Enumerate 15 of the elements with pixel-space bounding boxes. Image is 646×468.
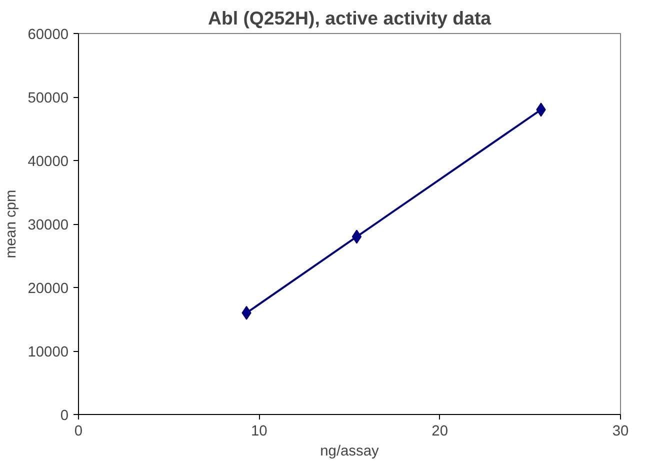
y-tick-label: 60000 [28,27,69,43]
y-tick-label: 10000 [28,344,69,360]
x-tick-label: 30 [612,424,629,440]
y-tick-label: 40000 [28,154,69,170]
x-tick-label: 20 [432,424,448,440]
y-tick-label: 30000 [28,218,69,234]
y-tick-label: 50000 [28,90,69,106]
y-tick-label: 0 [60,408,69,424]
y-tick-label: 20000 [28,281,69,297]
point [352,230,362,244]
x-tick-label: 10 [251,424,268,440]
chart-title: Abl (Q252H), active activity data [208,8,492,28]
x-axis-title: ng/assay [320,444,380,460]
y-axis-title: mean cpm [4,190,20,258]
x-tick-label: 0 [74,424,83,440]
